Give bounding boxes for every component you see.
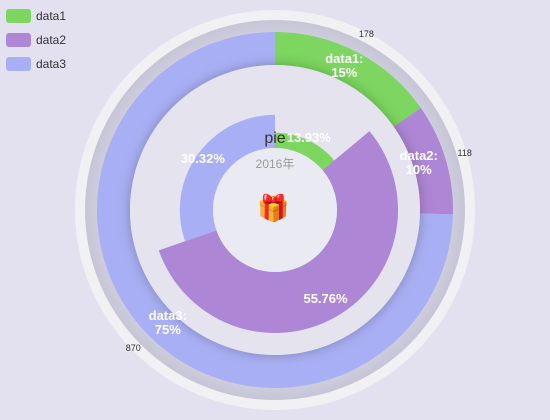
inner-slice-data3[interactable] <box>179 114 275 242</box>
center-disc <box>213 148 337 272</box>
legend-label: data2 <box>36 33 67 47</box>
inner-slice-data1[interactable] <box>275 132 335 171</box>
outer-value-label: 870 <box>125 343 141 354</box>
inner-slice-label: 55.76% <box>303 291 348 307</box>
outer-value-label: 118 <box>457 147 472 158</box>
center-subtitle: 2016年 <box>255 157 295 171</box>
inner-slice-label: 13.93% <box>286 129 331 145</box>
legend-swatch <box>6 9 31 23</box>
legend-item-data1[interactable]: data1 <box>6 4 66 28</box>
outer-slice-label: data2: 10% <box>399 148 438 178</box>
legend-label: data3 <box>36 57 67 71</box>
outer-value-label: 178 <box>358 29 374 40</box>
legend-swatch <box>6 57 31 71</box>
outer-slice-label: data3: 75% <box>148 308 187 338</box>
legend-item-data2[interactable]: data2 <box>6 28 66 52</box>
legend-item-data3[interactable]: data3 <box>6 52 66 76</box>
chart-legend: data1 data2 data3 <box>6 4 66 76</box>
outer-slice-data1[interactable] <box>275 32 421 127</box>
center-title: pie <box>264 130 286 147</box>
gift-icon: 🎁 <box>257 193 290 223</box>
outer-slice-label: data1: 15% <box>325 51 364 81</box>
legend-label: data1 <box>36 9 67 23</box>
inner-slice-label: 30.32% <box>180 150 225 166</box>
outer-slice-data2[interactable] <box>393 107 453 215</box>
legend-swatch <box>6 33 31 47</box>
inner-slice-data2[interactable] <box>158 131 398 334</box>
